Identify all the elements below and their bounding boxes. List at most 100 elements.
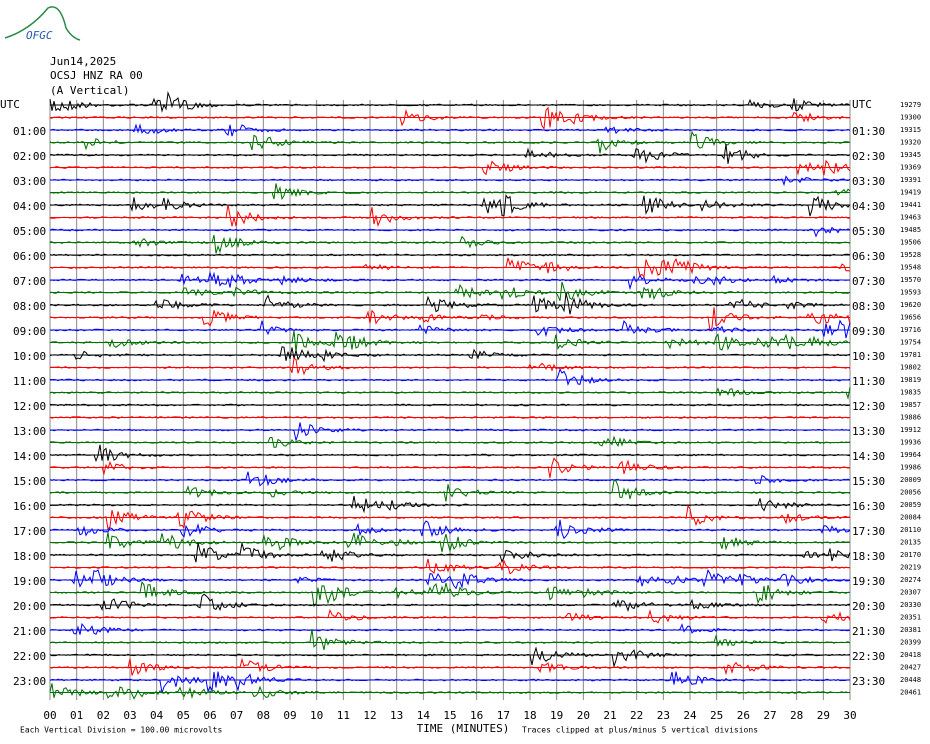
trace [49, 204, 851, 228]
count-label: 20009 [900, 476, 921, 484]
right-time-label: 16:30 [852, 500, 885, 513]
x-axis-label: TIME (MINUTES) [417, 722, 510, 735]
left-time-label: 15:00 [13, 475, 46, 488]
right-time-label: 18:30 [852, 550, 885, 563]
left-time-label: 13:00 [13, 425, 46, 438]
x-tick-label: 26 [737, 709, 750, 722]
x-tick-label: 12 [363, 709, 376, 722]
logo: OFGC [26, 29, 53, 42]
x-tick-label: 19 [550, 709, 563, 722]
count-label: 20381 [900, 626, 921, 634]
count-label: 19802 [900, 364, 921, 372]
station: OCSJ HNZ RA 00 [50, 69, 143, 82]
count-label: 20274 [900, 576, 921, 584]
left-time-label: 19:00 [13, 575, 46, 588]
right-time-label: UTC [852, 98, 872, 111]
x-tick-label: 18 [523, 709, 536, 722]
x-tick-label: 10 [310, 709, 323, 722]
trace [49, 257, 851, 278]
left-time-label: 23:00 [13, 675, 46, 688]
left-time-label: 04:00 [13, 200, 46, 213]
count-label: 19857 [900, 401, 921, 409]
x-tick-label: 17 [497, 709, 510, 722]
x-tick-label: 07 [230, 709, 243, 722]
count-label: 20170 [900, 551, 921, 559]
trace [49, 646, 851, 667]
left-time-label: 01:00 [13, 125, 46, 138]
count-label: 19912 [900, 426, 921, 434]
trace [49, 387, 851, 400]
trace [49, 532, 851, 553]
left-time-label: 14:00 [13, 450, 46, 463]
trace [49, 580, 851, 608]
count-label: 19463 [900, 214, 921, 222]
count-label: 19345 [900, 151, 921, 159]
count-label: 19548 [900, 264, 921, 272]
x-tick-label: 09 [283, 709, 296, 722]
count-label: 19835 [900, 389, 921, 397]
trace [49, 504, 851, 531]
trace [49, 558, 851, 575]
trace [49, 471, 851, 487]
right-time-label: 17:30 [852, 525, 885, 538]
trace [49, 234, 851, 254]
trace [49, 422, 851, 441]
x-tick-label: 23 [657, 709, 670, 722]
left-time-label: 10:00 [13, 350, 46, 363]
trace [49, 457, 851, 478]
left-time-label: 11:00 [13, 375, 46, 388]
count-label: 19300 [900, 114, 921, 122]
trace [49, 622, 851, 635]
trace [49, 608, 851, 624]
trace [50, 194, 851, 217]
x-tick-label: 22 [630, 709, 643, 722]
count-label: 20056 [900, 489, 921, 497]
count-label: 19656 [900, 314, 921, 322]
right-time-label: 06:30 [852, 250, 885, 263]
x-tick-label: 14 [417, 709, 431, 722]
count-label: 19819 [900, 376, 921, 384]
count-label: 19781 [900, 351, 921, 359]
trace [49, 307, 851, 332]
left-time-label: 05:00 [13, 225, 46, 238]
trace [49, 368, 851, 386]
x-tick-label: 05 [177, 709, 190, 722]
right-time-label: 07:30 [852, 275, 885, 288]
trace [49, 123, 851, 137]
right-time-label: 08:30 [852, 300, 885, 313]
x-tick-label: 16 [470, 709, 483, 722]
x-tick-label: 11 [337, 709, 350, 722]
count-label: 20427 [900, 664, 921, 672]
count-label: 20351 [900, 614, 921, 622]
x-tick-label: 29 [817, 709, 830, 722]
left-time-label: UTC [0, 98, 20, 111]
trace [49, 671, 851, 694]
count-label: 19441 [900, 201, 921, 209]
trace [49, 226, 851, 238]
count-label: 20084 [900, 514, 921, 522]
trace [49, 444, 851, 463]
count-label: 20418 [900, 651, 921, 659]
logo-curve [4, 6, 81, 41]
trace [49, 330, 851, 352]
trace [49, 346, 851, 363]
count-label: 19620 [900, 301, 921, 309]
right-time-label: 11:30 [852, 375, 885, 388]
right-time-label: 13:30 [852, 425, 885, 438]
right-time-label: 15:30 [852, 475, 885, 488]
right-time-label: 19:30 [852, 575, 885, 588]
right-time-label: 22:30 [852, 650, 885, 663]
count-label: 20135 [900, 539, 921, 547]
trace [49, 569, 851, 590]
count-label: 19593 [900, 289, 921, 297]
count-label: 19419 [900, 189, 921, 197]
clip-note: Traces clipped at plus/minus 5 vertical … [522, 726, 758, 735]
x-tick-label: 03 [123, 709, 136, 722]
count-label: 20448 [900, 676, 921, 684]
right-time-label: 14:30 [852, 450, 885, 463]
left-time-label: 22:00 [13, 650, 46, 663]
right-time-label: 01:30 [852, 125, 885, 138]
count-label: 19754 [900, 339, 921, 347]
trace [49, 593, 851, 613]
